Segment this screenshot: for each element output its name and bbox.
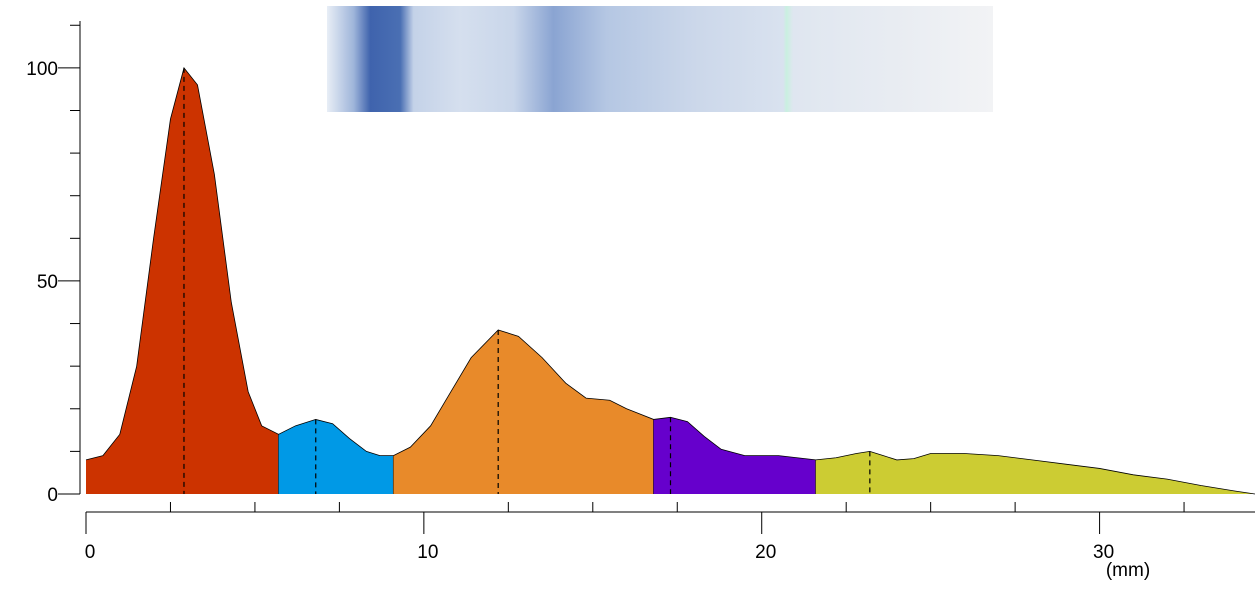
y-tick-label: 50 xyxy=(37,272,58,293)
x-axis-label: (mm) xyxy=(1106,560,1150,581)
segment xyxy=(815,451,1255,494)
gel-strip xyxy=(327,6,993,112)
y-tick-label: 100 xyxy=(26,59,58,80)
y-tick-label: 0 xyxy=(47,485,58,506)
segment xyxy=(653,417,816,494)
segment xyxy=(393,329,654,494)
segment xyxy=(86,67,279,494)
segment xyxy=(278,419,394,494)
x-tick-label: 30 xyxy=(1093,542,1114,563)
x-tick-label: 10 xyxy=(417,542,438,563)
profile-line xyxy=(85,66,1255,495)
x-tick-label: 20 xyxy=(755,542,776,563)
x-tick-label: 0 xyxy=(85,542,96,563)
